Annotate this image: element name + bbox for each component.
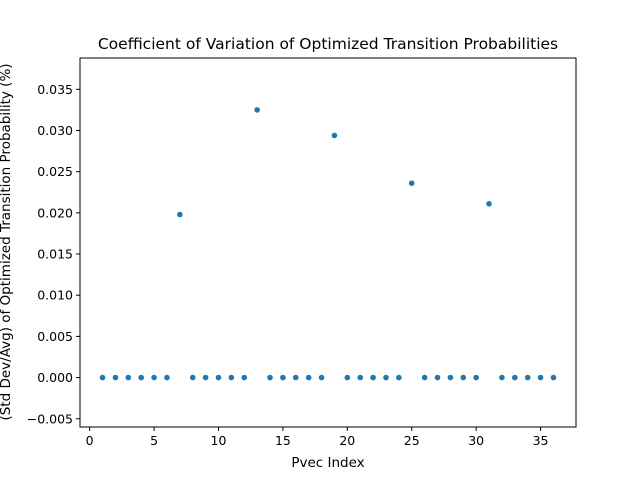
data-point <box>421 374 428 381</box>
y-tick-label: 0.010 <box>37 288 73 303</box>
x-tick-label: 0 <box>86 433 94 448</box>
data-point <box>524 374 531 381</box>
y-tick-label: 0.020 <box>37 205 73 220</box>
data-point <box>370 374 376 381</box>
data-point <box>344 374 351 381</box>
data-point <box>267 374 273 381</box>
y-axis-label: (Std Dev/Avg) of Optimized Transition Pr… <box>0 63 14 420</box>
x-tick-label: 10 <box>211 433 227 448</box>
plot-area <box>80 58 576 427</box>
x-tick-label: 35 <box>533 433 549 448</box>
x-tick-label: 5 <box>150 433 158 448</box>
data-point <box>280 374 286 381</box>
data-point <box>292 374 299 381</box>
data-point <box>202 374 209 381</box>
data-point <box>460 374 467 381</box>
plot-frame <box>79 57 577 428</box>
data-point <box>138 374 144 381</box>
x-axis-label: Pvec Index <box>291 455 364 471</box>
data-point <box>550 374 557 381</box>
y-tick-label: 0.035 <box>37 82 73 97</box>
data-point <box>486 200 492 207</box>
x-tick-label: 15 <box>275 433 291 448</box>
y-tick-label: 0.005 <box>37 329 73 344</box>
data-point <box>99 374 106 381</box>
data-point <box>189 374 196 381</box>
data-point <box>447 374 454 381</box>
data-point <box>305 374 312 381</box>
data-point <box>537 374 544 381</box>
data-point <box>177 211 183 218</box>
data-point <box>396 374 402 381</box>
data-point <box>228 374 235 381</box>
x-axis-ticks: 0 5 10 15 20 25 30 35 <box>86 427 549 448</box>
data-point <box>164 374 170 381</box>
data-point <box>512 374 518 381</box>
y-tick-label: 0.015 <box>37 247 73 262</box>
y-axis-ticks: −0.005 0.000 0.005 0.010 0.015 0.020 0.025 0.03… <box>27 82 80 426</box>
data-point <box>383 374 389 381</box>
data-point <box>331 132 338 139</box>
y-tick-label: 0.025 <box>37 164 73 179</box>
data-point <box>318 374 325 381</box>
data-point <box>241 374 248 381</box>
data-point <box>112 374 119 381</box>
data-point <box>215 374 222 381</box>
y-tick-label: −0.005 <box>27 411 73 426</box>
x-tick-label: 20 <box>339 433 355 448</box>
data-point <box>408 180 415 186</box>
x-tick-label: 30 <box>468 433 484 448</box>
data-point <box>473 374 479 381</box>
data-point <box>499 374 505 381</box>
data-point <box>254 107 260 113</box>
chart-title: Coefficient of Variation of Optimized Tr… <box>98 35 558 53</box>
data-point <box>434 374 441 381</box>
data-points <box>99 107 557 381</box>
data-point <box>125 374 132 381</box>
y-tick-label: 0.030 <box>37 123 73 138</box>
x-tick-label: 25 <box>404 433 420 448</box>
data-point <box>357 374 364 381</box>
data-point <box>151 374 157 381</box>
y-tick-label: 0.000 <box>37 370 73 385</box>
